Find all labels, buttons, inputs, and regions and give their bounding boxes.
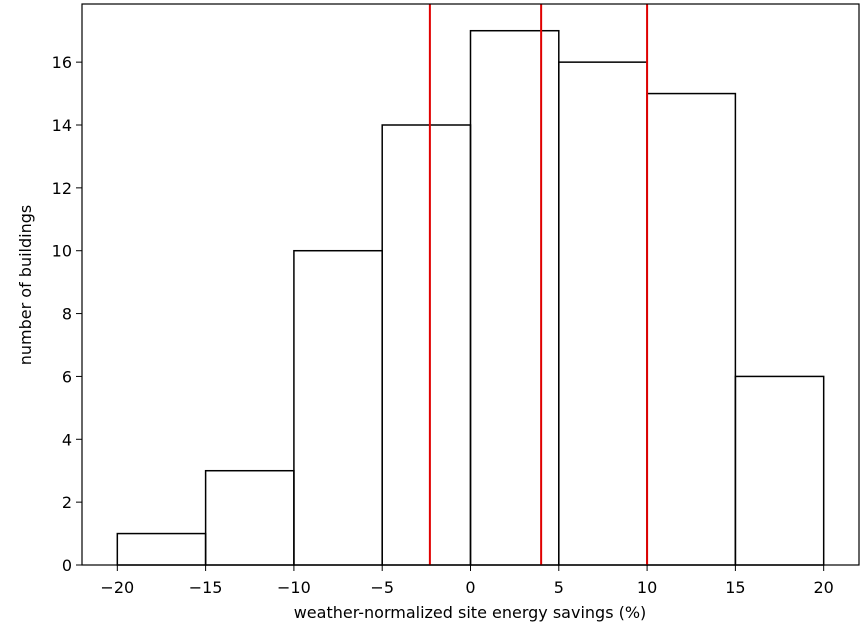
x-axis-label: weather-normalized site energy savings (…	[294, 603, 647, 622]
x-tick-label: 5	[554, 578, 564, 597]
y-tick-label: 2	[62, 493, 72, 512]
x-tick-label: −20	[100, 578, 134, 597]
y-tick-label: 4	[62, 430, 72, 449]
y-axis-label: number of buildings	[16, 205, 35, 365]
x-tick-label: 20	[814, 578, 834, 597]
y-tick-label: 6	[62, 367, 72, 386]
histogram-bar	[469, 29, 560, 566]
y-tick-label: 8	[62, 305, 72, 324]
y-tick-label: 0	[62, 556, 72, 575]
y-tick-label: 10	[52, 242, 72, 261]
y-tick-label: 12	[52, 179, 72, 198]
x-tick-label: −15	[189, 578, 223, 597]
histogram-bar	[116, 532, 207, 566]
histogram-bar	[204, 469, 295, 566]
histogram-bar	[558, 61, 648, 566]
histogram-bar	[293, 249, 383, 566]
y-tick-label: 14	[52, 116, 72, 135]
x-tick-label: −10	[277, 578, 311, 597]
histogram-bar	[734, 375, 825, 566]
histogram-bar	[646, 92, 737, 566]
x-tick-label: 10	[637, 578, 657, 597]
y-tick-label: 16	[52, 53, 72, 72]
x-tick-label: 15	[725, 578, 745, 597]
x-tick-label: −5	[370, 578, 394, 597]
x-tick-label: 0	[465, 578, 475, 597]
histogram-bar	[381, 124, 472, 566]
